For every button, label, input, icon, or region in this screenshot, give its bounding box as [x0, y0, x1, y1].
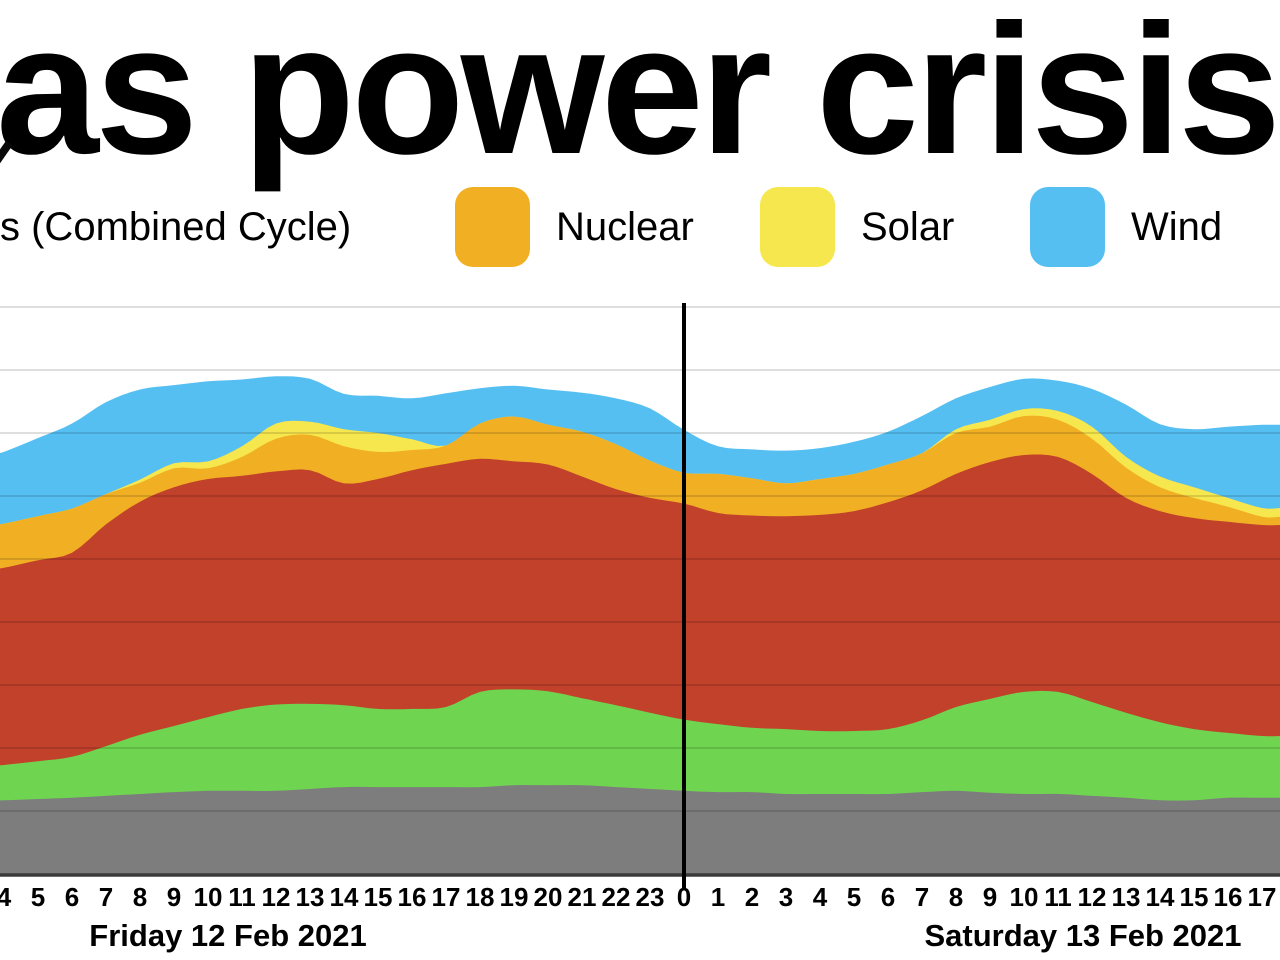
- area-gray: [0, 785, 1280, 874]
- hour-tick-label: 7: [915, 882, 929, 912]
- legend-label: Solar: [861, 205, 955, 249]
- hour-tick-label: 1: [711, 882, 725, 912]
- hour-tick-label: 17: [1248, 882, 1277, 912]
- hour-tick-label: 17: [432, 882, 461, 912]
- hour-tick-label: 2: [745, 882, 759, 912]
- hour-tick-label: 8: [949, 882, 963, 912]
- hour-tick-label: 8: [133, 882, 147, 912]
- chart-legend: s (Combined Cycle) Nuclear Solar Wind: [0, 187, 1280, 267]
- legend-item-wind: Wind: [1030, 187, 1222, 267]
- gridlines: [0, 306, 1280, 812]
- hour-tick-label: 6: [881, 882, 895, 912]
- legend-item-gas-combined-cycle: s (Combined Cycle): [0, 187, 351, 267]
- hour-tick-label: 7: [99, 882, 113, 912]
- hour-tick-label: 20: [534, 882, 563, 912]
- hour-tick-label: 11: [1044, 882, 1072, 912]
- hour-tick-label: 18: [466, 882, 495, 912]
- hour-tick-label: 5: [847, 882, 861, 912]
- x-axis-day-labels: Friday 12 Feb 2021 Saturday 13 Feb 2021: [89, 918, 1241, 953]
- hour-tick-label: 15: [364, 882, 393, 912]
- hour-tick-label: 0: [677, 882, 691, 912]
- solar-swatch: [760, 187, 835, 267]
- hour-tick-label: 11: [228, 882, 256, 912]
- hour-tick-label: 22: [602, 882, 631, 912]
- area-series-group: [0, 376, 1280, 874]
- hour-tick-label: 13: [1112, 882, 1141, 912]
- hour-tick-label: 23: [636, 882, 665, 912]
- hour-tick-label: 16: [1214, 882, 1243, 912]
- hour-tick-label: 4: [0, 882, 12, 912]
- hour-tick-label: 16: [398, 882, 427, 912]
- hour-tick-label: 13: [296, 882, 325, 912]
- legend-label: Nuclear: [556, 205, 694, 249]
- wind-swatch: [1030, 187, 1105, 267]
- legend-label: Wind: [1131, 205, 1223, 249]
- hour-tick-label: 15: [1180, 882, 1209, 912]
- hour-tick-label: 12: [262, 882, 291, 912]
- hour-tick-label: 14: [330, 882, 359, 912]
- legend-item-nuclear: Nuclear: [455, 187, 694, 267]
- hour-tick-label: 5: [31, 882, 45, 912]
- hour-tick-label: 4: [813, 882, 828, 912]
- hour-tick-label: 21: [568, 882, 597, 912]
- day-label: Saturday 13 Feb 2021: [924, 918, 1241, 953]
- hour-tick-label: 3: [779, 882, 793, 912]
- nuclear-swatch: [455, 187, 530, 267]
- legend-label: s (Combined Cycle): [0, 205, 352, 249]
- x-axis-hour-labels: 4 5 6 7 8 9 10 11 12 13 14 15 16 17 18 19 20 21 22 23 0 1 2 3 4 5…: [0, 882, 1276, 912]
- hour-tick-label: 12: [1078, 882, 1107, 912]
- hour-tick-label: 19: [500, 882, 529, 912]
- legend-item-solar: Solar: [760, 187, 954, 267]
- hour-tick-label: 9: [983, 882, 997, 912]
- hour-tick-label: 10: [194, 882, 223, 912]
- hour-tick-label: 14: [1146, 882, 1175, 912]
- day-label: Friday 12 Feb 2021: [89, 918, 366, 953]
- hour-tick-label: 6: [65, 882, 79, 912]
- hour-tick-label: 9: [167, 882, 181, 912]
- hour-tick-label: 10: [1010, 882, 1039, 912]
- page-title: as power crisis: [0, 0, 1280, 193]
